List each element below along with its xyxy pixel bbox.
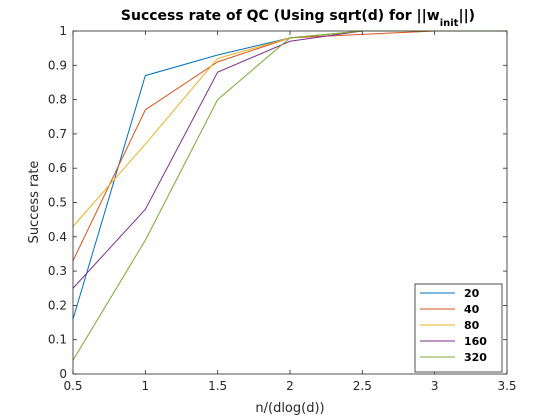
legend-label-80: 80 <box>464 319 480 332</box>
x-axis-label: n/(dlog(d)) <box>255 401 324 416</box>
legend-label-320: 320 <box>464 351 487 364</box>
x-tick-label: 1 <box>142 379 150 393</box>
legend-label-40: 40 <box>464 303 480 316</box>
x-tick-label: 2 <box>286 379 294 393</box>
chart-title-suffix: ||) <box>458 8 475 24</box>
chart-title-subscript: init <box>440 18 459 29</box>
chart-title: Success rate of QC (Using sqrt(d) for ||… <box>121 8 475 29</box>
y-tick-label: 0.8 <box>48 93 67 107</box>
chart-title-main: Success rate of QC (Using sqrt(d) for ||… <box>121 8 440 24</box>
legend-box <box>414 283 503 373</box>
plot-border <box>72 30 508 375</box>
y-tick-label: 0.1 <box>48 333 67 347</box>
y-axis-label: Success rate <box>27 161 42 244</box>
y-tick-label: 0.5 <box>48 196 67 210</box>
x-tick-label: 0.5 <box>63 379 82 393</box>
tick-label-layer: 0.5 1 1.5 2 2.5 3 3.5 0 0.1 0.2 0.3 0.4 0.5 0.6 0.7 0.8… <box>48 24 517 393</box>
y-tick-label: 0.7 <box>48 127 67 141</box>
y-tick-label: 0.3 <box>48 264 67 278</box>
x-tick-label: 3 <box>431 379 439 393</box>
y-tick-label: 0.9 <box>48 58 67 72</box>
legend-label-20: 20 <box>464 287 480 300</box>
y-tick-label: 1 <box>59 24 67 38</box>
legend-label-160: 160 <box>464 335 487 348</box>
y-tick-label: 0 <box>59 367 67 381</box>
x-tick-label: 2.5 <box>353 379 372 393</box>
y-tick-label: 0.6 <box>48 161 67 175</box>
x-tick-label: 1.5 <box>208 379 227 393</box>
y-tick-label: 0.4 <box>48 230 67 244</box>
x-tick-label: 3.5 <box>497 379 516 393</box>
y-tick-label: 0.2 <box>48 298 67 312</box>
legend: 20 40 80 160 320 <box>414 283 503 373</box>
